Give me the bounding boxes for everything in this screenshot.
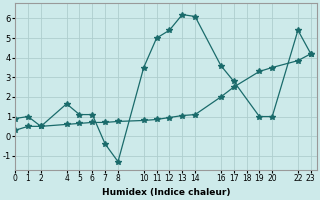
X-axis label: Humidex (Indice chaleur): Humidex (Indice chaleur) (102, 188, 230, 197)
